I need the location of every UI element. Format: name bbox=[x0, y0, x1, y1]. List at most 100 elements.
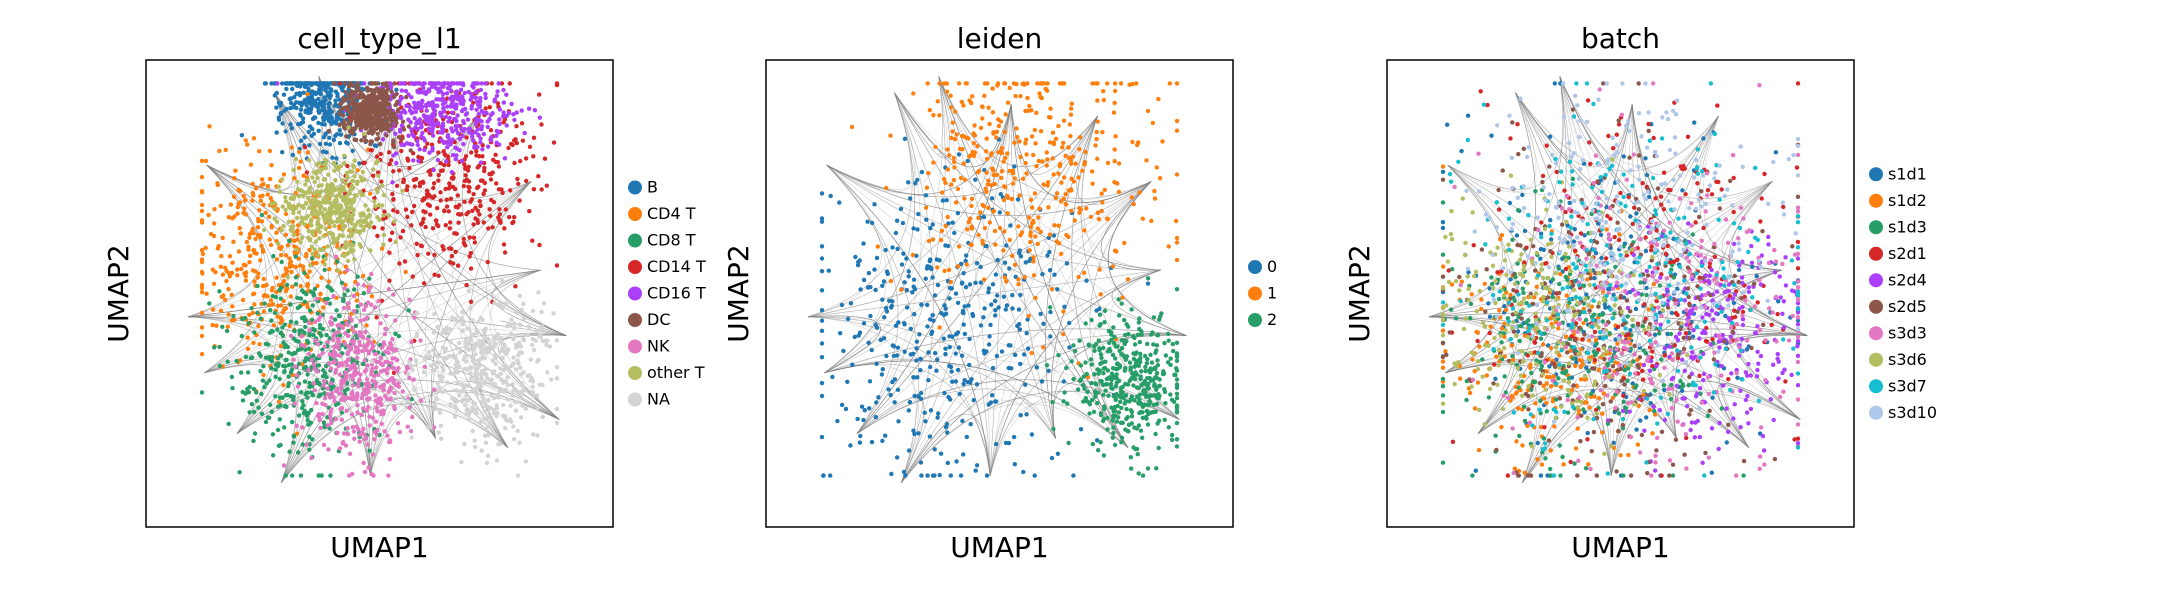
data-point bbox=[308, 289, 314, 294]
data-point bbox=[380, 226, 385, 231]
graph-edge bbox=[204, 76, 323, 374]
data-point bbox=[398, 81, 403, 86]
data-point bbox=[948, 397, 953, 402]
data-point bbox=[463, 165, 468, 170]
data-point bbox=[1060, 145, 1065, 150]
data-point bbox=[293, 156, 299, 162]
data-point bbox=[855, 416, 860, 422]
data-point bbox=[414, 121, 419, 126]
data-point bbox=[307, 237, 312, 243]
data-point bbox=[331, 235, 336, 240]
data-point bbox=[970, 313, 976, 319]
data-point bbox=[337, 111, 342, 117]
data-point bbox=[420, 198, 425, 203]
data-point bbox=[454, 118, 459, 124]
data-point bbox=[892, 400, 897, 405]
data-point bbox=[935, 282, 941, 288]
data-point bbox=[449, 246, 454, 251]
data-point bbox=[371, 473, 376, 478]
data-point bbox=[1061, 309, 1066, 314]
data-point bbox=[884, 185, 889, 191]
data-point bbox=[303, 392, 308, 397]
data-point bbox=[316, 363, 322, 368]
data-point bbox=[821, 473, 826, 478]
data-point bbox=[290, 219, 295, 224]
data-point bbox=[857, 440, 863, 445]
data-point bbox=[336, 329, 341, 334]
legend-label: CD16 T bbox=[647, 284, 706, 303]
data-point bbox=[511, 325, 517, 331]
data-point bbox=[240, 398, 246, 403]
data-point bbox=[250, 226, 256, 232]
data-point bbox=[894, 455, 900, 460]
data-point bbox=[305, 395, 310, 400]
data-point bbox=[1029, 350, 1034, 356]
data-point bbox=[333, 416, 339, 422]
data-point bbox=[436, 430, 441, 435]
data-point bbox=[334, 206, 340, 211]
data-point bbox=[294, 320, 299, 325]
data-point bbox=[533, 338, 538, 343]
data-point bbox=[479, 346, 484, 352]
data-point bbox=[895, 345, 901, 350]
data-point bbox=[465, 383, 471, 388]
data-point bbox=[293, 264, 299, 270]
data-point bbox=[335, 91, 340, 97]
data-point bbox=[926, 378, 931, 383]
graph-edge bbox=[187, 269, 541, 318]
data-point bbox=[199, 248, 205, 253]
data-point bbox=[1004, 303, 1010, 308]
data-point bbox=[258, 235, 263, 240]
data-point bbox=[485, 424, 491, 429]
data-point bbox=[486, 226, 491, 231]
data-point bbox=[340, 325, 345, 330]
data-point bbox=[309, 244, 315, 249]
data-point bbox=[404, 187, 409, 193]
data-point bbox=[454, 346, 459, 351]
data-point bbox=[457, 340, 462, 346]
data-point bbox=[340, 298, 346, 304]
data-point bbox=[466, 288, 471, 293]
data-point bbox=[1046, 368, 1051, 373]
data-point bbox=[439, 378, 444, 383]
data-point bbox=[892, 377, 898, 382]
data-point bbox=[375, 409, 380, 414]
data-point bbox=[544, 342, 549, 348]
data-point bbox=[989, 393, 995, 398]
data-point bbox=[287, 323, 292, 329]
data-point bbox=[387, 397, 392, 402]
data-point bbox=[394, 160, 399, 166]
data-point bbox=[305, 195, 311, 201]
data-point bbox=[240, 297, 246, 303]
data-point bbox=[307, 143, 312, 148]
data-point bbox=[479, 350, 484, 355]
data-point bbox=[982, 225, 988, 231]
data-point bbox=[986, 178, 991, 183]
data-point bbox=[313, 208, 318, 213]
data-point bbox=[390, 365, 395, 371]
data-point bbox=[449, 175, 455, 181]
data-point bbox=[438, 168, 444, 174]
data-point bbox=[514, 310, 519, 315]
data-point bbox=[918, 356, 923, 361]
data-point bbox=[873, 322, 878, 328]
data-point bbox=[388, 81, 393, 86]
data-point bbox=[321, 442, 327, 448]
panel-title: leiden bbox=[957, 22, 1043, 55]
data-point bbox=[819, 434, 825, 440]
data-point bbox=[408, 428, 414, 434]
data-point bbox=[461, 236, 466, 242]
data-point bbox=[1049, 455, 1055, 461]
data-point bbox=[458, 99, 463, 104]
data-point bbox=[1134, 81, 1139, 86]
data-point bbox=[464, 282, 469, 288]
data-point bbox=[419, 156, 425, 161]
data-point bbox=[226, 421, 231, 427]
data-point bbox=[353, 365, 358, 371]
data-point bbox=[289, 145, 295, 150]
data-point bbox=[1046, 205, 1051, 210]
data-point bbox=[421, 180, 426, 185]
data-point bbox=[935, 415, 940, 420]
data-point bbox=[464, 135, 469, 140]
data-point bbox=[343, 331, 348, 336]
